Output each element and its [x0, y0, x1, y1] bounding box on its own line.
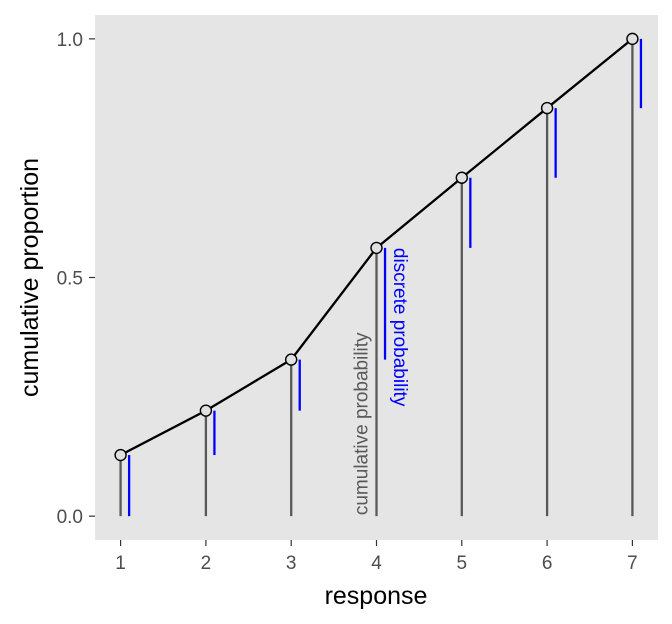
x-tick-label-5: 5: [457, 553, 468, 574]
y-tick-label-1.0: 1.0: [57, 30, 83, 51]
data-point-4: [370, 241, 383, 255]
x-tick-label-3: 3: [286, 553, 297, 574]
data-point-2: [199, 404, 213, 417]
x-tick-label-4: 4: [371, 553, 382, 574]
x-tick-label-2: 2: [201, 553, 212, 574]
data-point-3: [284, 353, 298, 366]
data-point-6: [540, 101, 554, 115]
y-axis-title: cumulative proportion: [16, 158, 44, 397]
annotation-cumulative-probability: cumulative probability: [352, 332, 373, 515]
data-point-7: [626, 32, 639, 46]
data-point-5: [455, 171, 469, 184]
x-tick-label-7: 7: [627, 553, 638, 574]
x-axis-title: response: [325, 582, 428, 610]
x-tick-label-6: 6: [542, 553, 553, 574]
data-point-1: [114, 448, 127, 462]
x-tick-label-1: 1: [115, 553, 126, 574]
y-tick-label-0.0: 0.0: [57, 507, 83, 528]
y-tick-label-0.5: 0.5: [57, 269, 83, 290]
annotation-discrete-probability: discrete probability: [389, 248, 410, 407]
